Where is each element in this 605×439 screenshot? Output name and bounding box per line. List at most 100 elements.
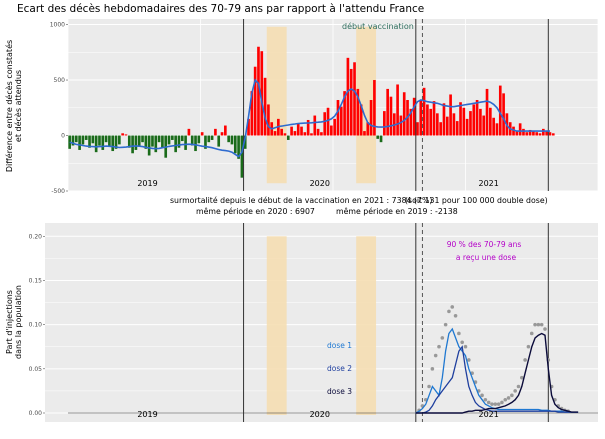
excess-bar — [445, 116, 449, 136]
year-label: 2020 — [310, 179, 330, 188]
year-label: 2021 — [479, 179, 499, 188]
excess-bar — [439, 122, 442, 136]
excess-bar — [551, 133, 555, 136]
total-injection-dot — [483, 397, 488, 402]
excess-bar — [498, 85, 502, 136]
excess-bar — [286, 135, 290, 140]
bottom-y-tick-label: 0.00 — [29, 410, 43, 417]
total-injection-dot — [503, 397, 508, 402]
excess-bar — [197, 135, 201, 144]
excess-bar — [409, 108, 413, 136]
excess-bar — [522, 128, 525, 136]
top-year-labels: 2019 2020 2021 — [137, 179, 499, 188]
excess-bar — [280, 128, 283, 136]
excess-bar — [118, 135, 121, 145]
excess-bar — [250, 91, 254, 136]
excess-bar — [134, 135, 138, 150]
excess-bar — [194, 135, 197, 152]
excess-bar — [482, 115, 486, 136]
excess-bar — [310, 133, 313, 136]
bottom-year-labels: 2019 2020 2021 — [137, 410, 499, 419]
excess-bar — [167, 135, 171, 145]
excess-bar — [200, 132, 204, 136]
smoothed-excess-line — [69, 78, 550, 158]
excess-bar — [174, 135, 177, 153]
bottom-highlight-periods — [266, 236, 377, 415]
excess-bar — [512, 126, 515, 136]
top-highlight-periods — [266, 26, 377, 184]
excess-bar — [190, 135, 194, 146]
top-y-tick-label: 500 — [54, 77, 66, 84]
total-injection-dot — [450, 305, 455, 309]
excess-bar — [330, 125, 333, 136]
vaccination-label: début vaccination — [342, 21, 414, 31]
total-injection-dot — [513, 389, 517, 393]
excess-bar — [247, 118, 250, 136]
dose-lines — [415, 327, 579, 414]
year-label: 2019 — [137, 179, 157, 188]
excess-bar — [108, 135, 111, 147]
excess-bar — [84, 135, 88, 140]
excess-bar — [217, 135, 221, 147]
excess-bar — [74, 135, 78, 143]
excess-bar — [257, 46, 260, 136]
total-injection-dot — [520, 375, 524, 380]
excess-bar — [495, 123, 499, 136]
year-label: 2021 — [479, 410, 499, 419]
excess-bar — [475, 100, 479, 136]
excess-bar — [419, 100, 423, 136]
excess-bar — [535, 132, 539, 136]
excess-bar — [131, 135, 134, 154]
excess-bar — [137, 135, 141, 146]
excess-bar — [426, 104, 429, 136]
excess-bar — [296, 123, 300, 136]
excess-bar — [210, 135, 214, 140]
excess-bar — [320, 132, 323, 136]
annotation-line-1: surmortalité depuis le début de la vacci… — [170, 196, 432, 205]
excess-bar — [157, 135, 161, 143]
excess-bar — [462, 107, 466, 136]
total-injection-dot — [437, 344, 441, 349]
total-injection-dot — [430, 367, 435, 371]
excess-bar — [273, 131, 277, 136]
top-y-tick-label: 1000 — [50, 22, 65, 29]
chart-title: Ecart des décès hebdomadaires des 70-79 … — [17, 3, 424, 15]
excess-bar — [542, 128, 545, 136]
excess-bar — [455, 121, 459, 136]
total-injection-dot — [533, 322, 537, 327]
excess-bar — [389, 96, 393, 136]
top-y-label: Différence entre décès constatés et décè… — [4, 40, 23, 172]
excess-bar — [224, 125, 227, 136]
total-injection-dot — [523, 358, 527, 362]
excess-bar — [214, 128, 217, 136]
excess-bar — [283, 133, 287, 136]
highlight-period — [356, 26, 377, 184]
excess-bar — [548, 132, 552, 136]
dose3-label: dose 3 — [327, 387, 352, 396]
total-injection-dot — [510, 393, 514, 398]
excess-bar — [78, 135, 81, 150]
excess-bar — [88, 135, 91, 148]
total-injection-dot — [543, 327, 547, 331]
total-injection-dot — [480, 393, 484, 398]
excess-bar — [114, 135, 118, 149]
excess-bar — [528, 129, 532, 136]
excess-bar — [124, 134, 128, 136]
excess-bar — [376, 135, 380, 139]
excess-bar — [127, 135, 131, 148]
excess-bar — [243, 135, 247, 149]
total-injection-dot — [500, 400, 504, 405]
top-y-label-line2: et décès attendus — [13, 70, 23, 142]
annotation-line-2: (soit 131 pour 100 000 double dose) — [405, 196, 548, 205]
excess-bar — [459, 102, 462, 136]
excess-bar — [227, 135, 230, 143]
excess-bar — [187, 128, 191, 136]
excess-bar — [449, 94, 452, 136]
excess-bar — [369, 100, 373, 136]
bottom-y-label: Part d'injections dans la population — [5, 285, 23, 359]
excess-bar — [336, 100, 340, 136]
excess-bar — [422, 87, 426, 136]
excess-bar — [399, 115, 403, 136]
excess-bar — [300, 126, 303, 136]
excess-bar — [104, 135, 108, 143]
